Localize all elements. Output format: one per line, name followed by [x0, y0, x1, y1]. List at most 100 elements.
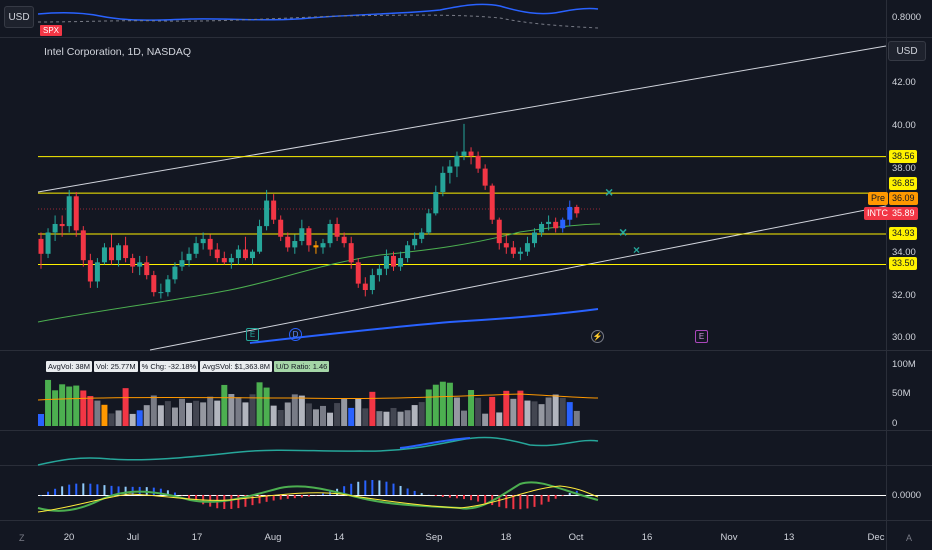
- volume-bar: [80, 390, 87, 426]
- volume-stat: Vol: 25.77M: [93, 361, 138, 372]
- volume-bar: [214, 400, 221, 426]
- signal-line-yellow: [37, 485, 599, 513]
- oscillator-histogram-bar: [448, 495, 451, 498]
- volume-bar: [418, 402, 425, 426]
- compare-baseline-line: [37, 14, 599, 29]
- candle-body: [327, 223, 333, 244]
- candle-body: [433, 192, 439, 214]
- horizontal-levels[interactable]: [38, 156, 886, 265]
- oscillator-histogram-bar: [378, 480, 381, 495]
- candle-body: [539, 223, 545, 233]
- momentum-oscillator: [37, 436, 599, 466]
- level-price-tag[interactable]: 36.85: [889, 177, 917, 190]
- time-axis-label: Dec: [867, 532, 885, 543]
- time-axis-label: 13: [783, 532, 795, 543]
- earnings-event-icon[interactable]: E: [246, 328, 259, 341]
- oscillator-histogram-bar: [364, 480, 367, 495]
- dividend-event-icon[interactable]: D: [289, 328, 302, 341]
- volume-bar: [207, 396, 214, 426]
- auto-scale-label[interactable]: A: [906, 533, 913, 543]
- volume-bar: [256, 382, 263, 426]
- volume-bar: [284, 402, 291, 426]
- candlestick-series[interactable]: [38, 123, 580, 299]
- level-price-tag[interactable]: 34.93: [889, 227, 917, 240]
- volume-bar: [150, 395, 157, 426]
- candle-body: [489, 185, 495, 220]
- volume-bar: [531, 401, 538, 426]
- candle-body: [376, 268, 382, 276]
- volume-bar: [249, 394, 256, 426]
- candle-body: [553, 221, 559, 229]
- candle-body: [398, 258, 404, 267]
- candle-body: [123, 245, 129, 259]
- oscillator-histogram-bar: [152, 487, 155, 495]
- oscillator-histogram-bar: [533, 495, 536, 507]
- volume-bar: [108, 413, 115, 426]
- candle-body: [313, 245, 319, 248]
- time-axis-label: Aug: [264, 532, 282, 543]
- candle-body: [193, 243, 199, 254]
- oscillator-histogram-bar: [399, 485, 402, 495]
- volume-bar: [552, 394, 559, 426]
- candle-body: [461, 151, 467, 156]
- level-price-tag[interactable]: 33.50: [889, 257, 917, 270]
- signal-markers: × × ×: [605, 184, 640, 257]
- time-axis-label: 18: [500, 532, 512, 543]
- compare-symbol-badge[interactable]: SPX: [40, 25, 63, 36]
- volume-bar: [94, 400, 101, 426]
- candle-body: [144, 262, 150, 276]
- oscillator-histogram-bar: [272, 495, 275, 501]
- candle-body: [341, 236, 347, 244]
- oscillator-histogram-bar: [124, 486, 127, 495]
- time-axis-label: 14: [333, 532, 345, 543]
- time-axis-label: Sep: [425, 532, 443, 543]
- volume-bar: [193, 400, 200, 426]
- currency-axis-button[interactable]: USD: [888, 41, 926, 61]
- candle-body: [391, 255, 396, 267]
- candle-body: [257, 226, 263, 252]
- symbol-title[interactable]: Intel Corporation, 1D, NASDAQ: [44, 46, 192, 58]
- price-axis-label: 42.00: [892, 77, 916, 88]
- candle-body: [278, 219, 284, 237]
- candle-body: [200, 238, 206, 244]
- oscillator-histogram-bar: [68, 484, 71, 495]
- time-axis-label: Oct: [568, 532, 584, 543]
- oscillator-axis-label: 0.0000: [892, 490, 922, 501]
- oscillator-histogram-bar: [188, 495, 191, 499]
- candle-body: [214, 249, 220, 259]
- volume-bar: [446, 382, 453, 426]
- moving-averages: [37, 223, 601, 344]
- candle-body: [383, 255, 389, 269]
- volume-bar: [179, 398, 185, 426]
- candle-body: [66, 196, 72, 227]
- candle-body: [454, 155, 460, 167]
- volume-bar: [52, 390, 59, 426]
- candle-body: [524, 243, 530, 252]
- volume-bar: [475, 397, 482, 426]
- volume-bar: [270, 405, 277, 426]
- oscillator-histogram-bar: [505, 495, 508, 509]
- oscillator-histogram-bar: [420, 493, 423, 495]
- level-price-tag[interactable]: 38.56: [889, 150, 917, 163]
- channel-upper-line[interactable]: [37, 45, 887, 193]
- earnings-event-icon[interactable]: E: [695, 330, 708, 343]
- channel-lower-line[interactable]: [149, 205, 887, 351]
- volume-stats: AvgVol: 38M Vol: 25.77M % Chg: -32.18% A…: [46, 361, 330, 372]
- candle-body: [179, 260, 185, 267]
- volume-bar: [129, 413, 136, 426]
- candle-body: [517, 251, 523, 254]
- candle-body: [320, 243, 326, 248]
- currency-button[interactable]: USD: [4, 6, 34, 28]
- oscillator-highlight: [399, 437, 471, 449]
- avg-volume-stat: AvgVol: 38M: [46, 361, 92, 372]
- oscillator-histogram-bar: [279, 495, 282, 500]
- trend-channel[interactable]: [37, 45, 887, 351]
- price-axis-label: 34.00: [892, 247, 916, 258]
- volume-bar: [369, 391, 376, 426]
- candle-body: [405, 245, 411, 259]
- zoom-corner-label[interactable]: Z: [19, 533, 25, 543]
- candle-body: [87, 260, 93, 282]
- ticker-label: INTC: [864, 207, 891, 220]
- split-event-icon[interactable]: ⚡: [591, 330, 604, 343]
